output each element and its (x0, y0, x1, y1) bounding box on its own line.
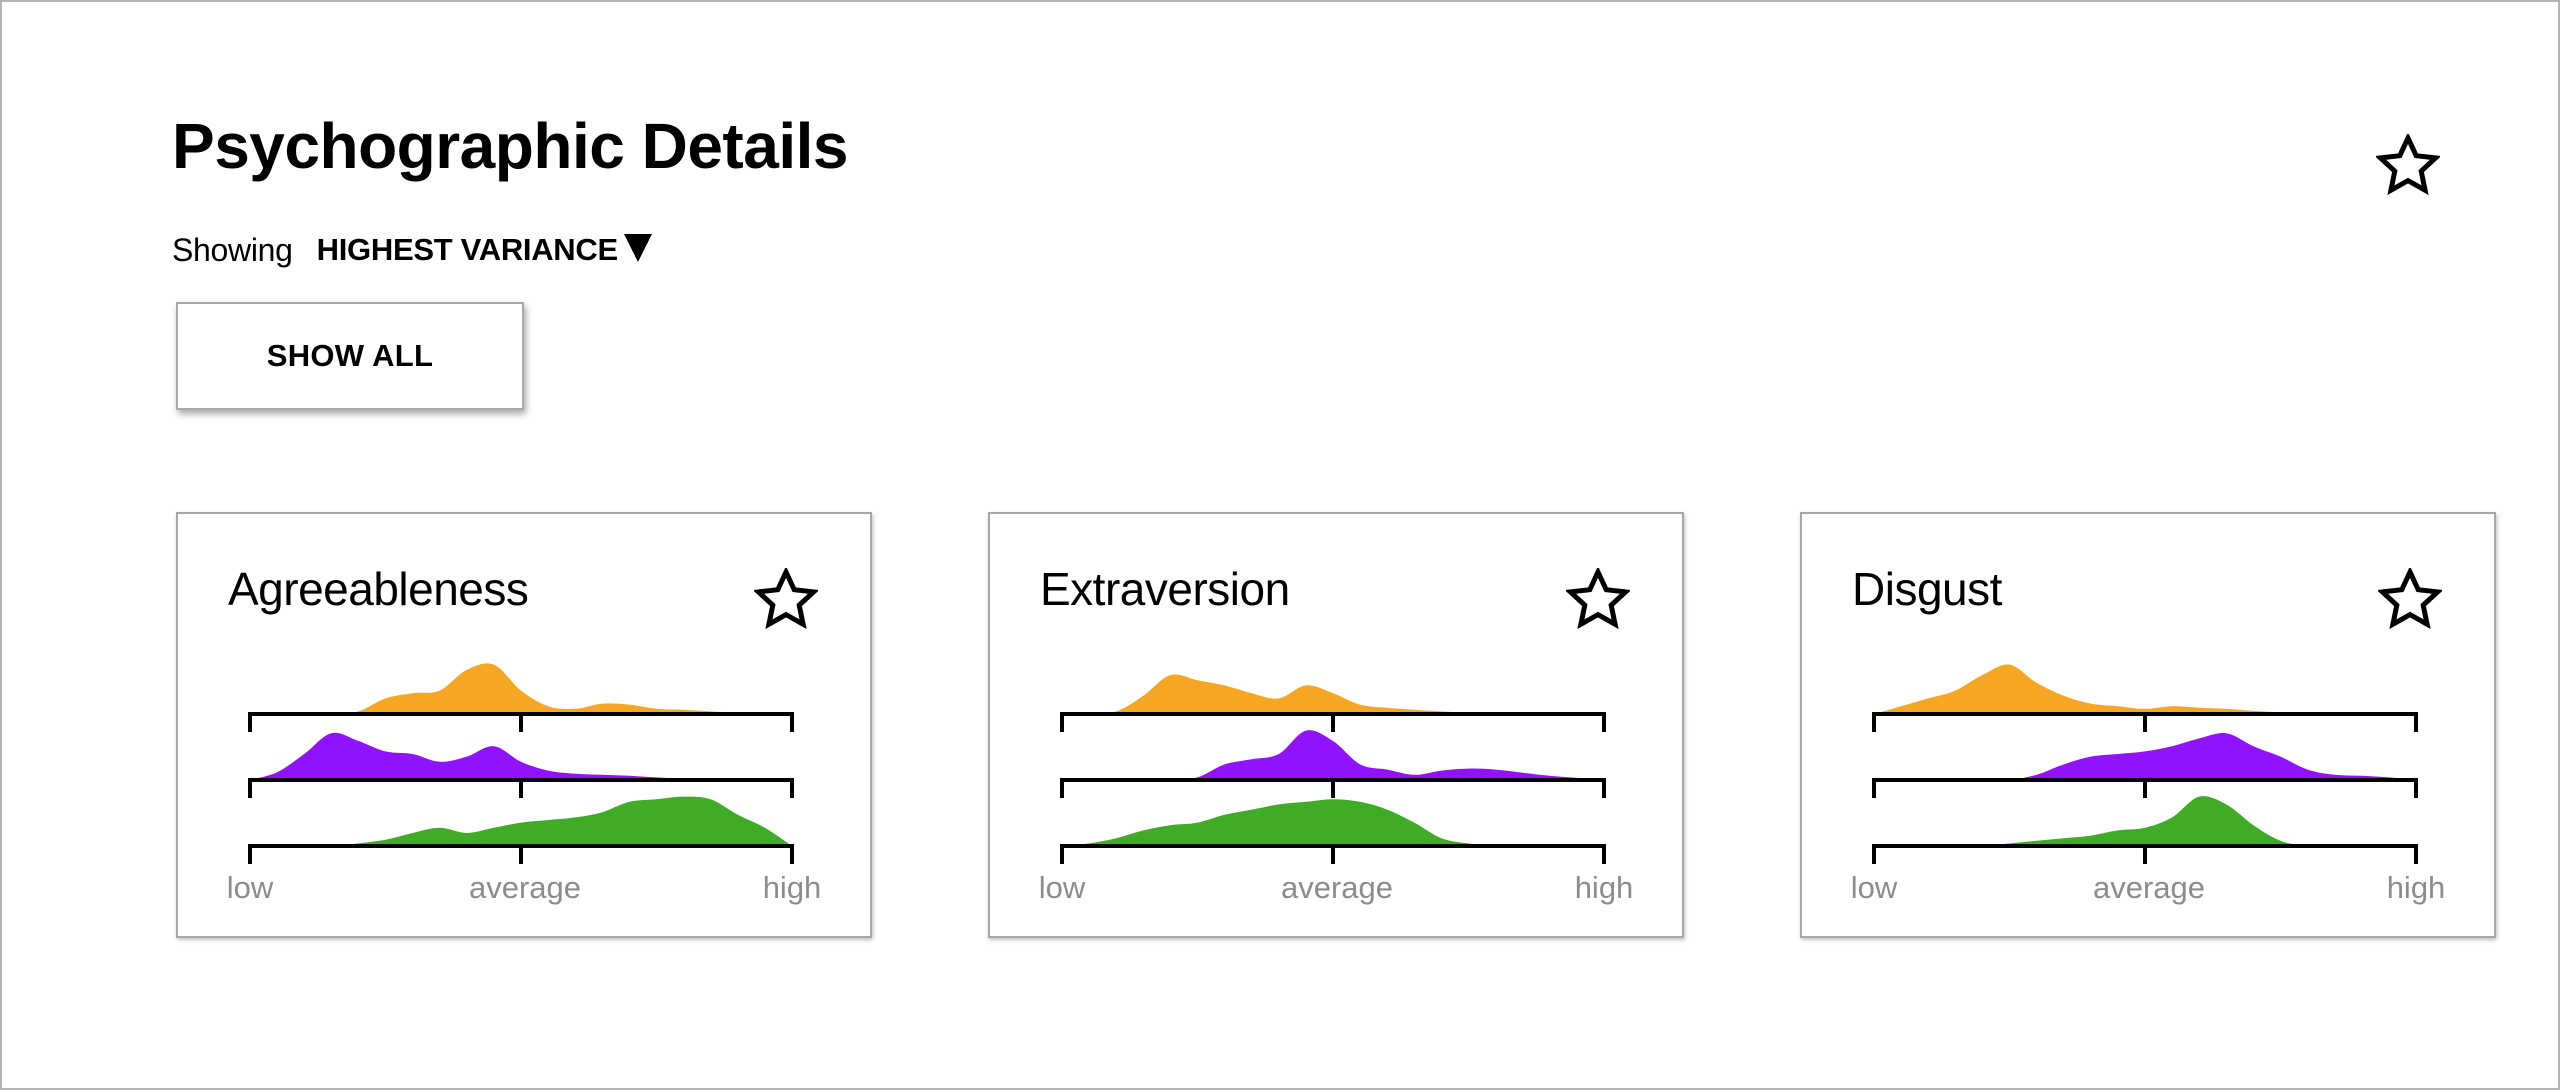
star-icon[interactable] (2378, 568, 2442, 632)
axis-label-low: low (227, 870, 274, 905)
card-title: Agreeableness (228, 563, 529, 615)
density-area (250, 796, 792, 847)
density-area (1062, 799, 1604, 847)
caret-down-icon (623, 234, 652, 262)
variance-dropdown[interactable]: HIGHEST VARIANCE (317, 232, 652, 268)
trait-card[interactable]: Extraversion low average high (988, 512, 1684, 938)
density-area (1062, 674, 1604, 715)
variance-dropdown-value: HIGHEST VARIANCE (316, 232, 619, 267)
density-area (1874, 796, 2416, 847)
axis-label-average: average (469, 870, 581, 905)
axis-label-high: high (1575, 870, 1634, 905)
axis-label-average: average (1281, 870, 1393, 905)
show-all-button[interactable]: SHOW ALL (176, 302, 524, 410)
axis-label-high: high (2387, 870, 2446, 905)
ridgeline-chart: low average high (227, 663, 822, 905)
page-title: Psychographic Details (172, 110, 848, 182)
axis-label-low: low (1851, 870, 1898, 905)
trait-card[interactable]: Agreeableness low average high (176, 512, 872, 938)
axis-label-low: low (1039, 870, 1086, 905)
filter-row: Showing HIGHEST VARIANCE (172, 230, 652, 270)
density-area (250, 663, 792, 715)
showing-label: Showing (172, 231, 293, 268)
ridgeline-chart: low average high (1039, 674, 1634, 905)
star-icon[interactable] (2376, 134, 2440, 198)
card-title: Disgust (1852, 563, 2002, 615)
ridgeline-chart: low average high (1851, 664, 2446, 905)
density-area (250, 732, 792, 781)
star-icon[interactable] (754, 568, 818, 632)
axis-label-high: high (763, 870, 822, 905)
trait-card[interactable]: Disgust low average high (1800, 512, 2496, 938)
card-title: Extraversion (1040, 563, 1290, 615)
star-icon[interactable] (1566, 568, 1630, 632)
density-area (1874, 664, 2416, 715)
density-area (1062, 730, 1604, 781)
density-area (1874, 732, 2416, 781)
axis-label-average: average (2093, 870, 2205, 905)
